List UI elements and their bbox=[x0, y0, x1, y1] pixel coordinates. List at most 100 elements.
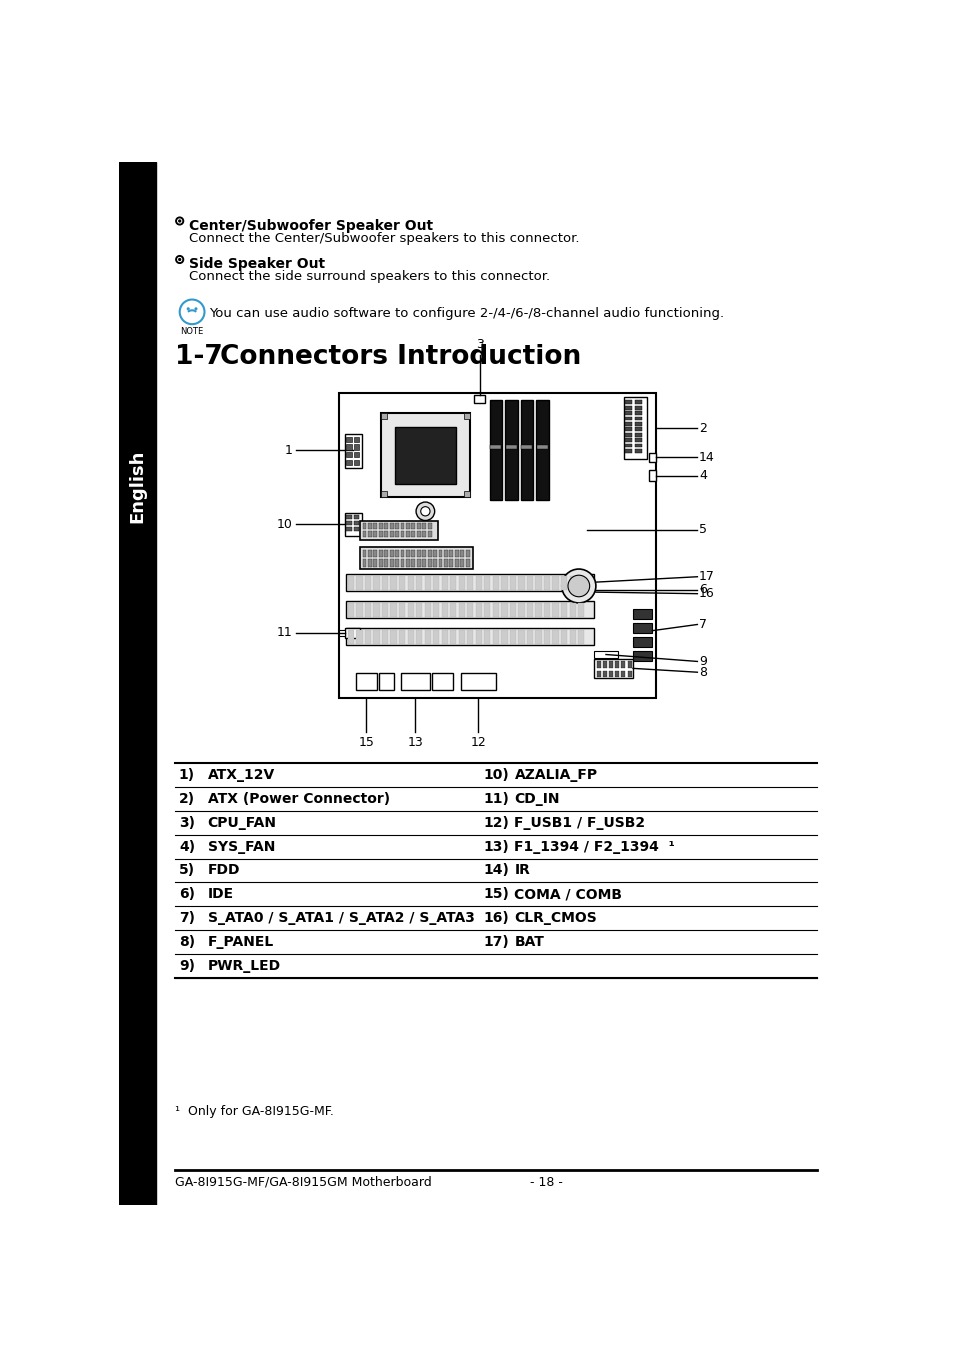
Bar bbox=[433, 630, 439, 643]
Bar bbox=[354, 436, 359, 441]
Text: Connect the Center/Subwoofer speakers to this connector.: Connect the Center/Subwoofer speakers to… bbox=[189, 232, 578, 245]
Bar bbox=[493, 603, 498, 617]
Bar bbox=[543, 575, 550, 590]
Bar bbox=[505, 444, 517, 450]
Text: ATX (Power Connector): ATX (Power Connector) bbox=[208, 792, 390, 806]
Bar bbox=[373, 559, 377, 567]
Text: 4: 4 bbox=[699, 470, 706, 482]
Bar bbox=[596, 670, 599, 677]
Text: 5: 5 bbox=[699, 523, 706, 536]
Bar bbox=[346, 601, 594, 619]
Text: 13: 13 bbox=[407, 737, 423, 749]
Bar bbox=[362, 523, 366, 529]
Bar bbox=[346, 452, 352, 458]
Text: 12: 12 bbox=[470, 737, 485, 749]
Bar bbox=[624, 433, 632, 436]
Bar bbox=[627, 662, 631, 668]
Bar bbox=[354, 515, 359, 519]
Text: 6: 6 bbox=[699, 584, 706, 596]
Text: ¹  Only for GA-8I915G-MF.: ¹ Only for GA-8I915G-MF. bbox=[174, 1105, 334, 1118]
Bar bbox=[624, 401, 632, 405]
Text: 6): 6) bbox=[179, 887, 194, 902]
Bar bbox=[521, 444, 532, 450]
Text: 9): 9) bbox=[179, 959, 194, 974]
Bar bbox=[378, 523, 382, 529]
Text: 12): 12) bbox=[483, 815, 509, 830]
Text: 13): 13) bbox=[483, 839, 509, 853]
Bar bbox=[460, 673, 496, 691]
Bar bbox=[635, 439, 641, 441]
Circle shape bbox=[187, 307, 190, 310]
Bar bbox=[346, 515, 352, 519]
Bar bbox=[493, 575, 498, 590]
Bar bbox=[620, 670, 624, 677]
Circle shape bbox=[194, 307, 197, 310]
Bar bbox=[381, 413, 387, 418]
Bar bbox=[344, 433, 361, 468]
Bar bbox=[395, 550, 398, 558]
Bar bbox=[378, 550, 382, 558]
Bar bbox=[368, 531, 372, 536]
Bar bbox=[416, 523, 420, 529]
Bar bbox=[543, 603, 550, 617]
Text: 11: 11 bbox=[276, 627, 292, 639]
Text: Side Speaker Out: Side Speaker Out bbox=[189, 257, 325, 271]
Text: 7: 7 bbox=[699, 617, 706, 631]
Text: 14): 14) bbox=[483, 864, 509, 877]
Bar bbox=[400, 550, 404, 558]
Bar bbox=[624, 412, 632, 416]
Circle shape bbox=[420, 506, 430, 516]
Bar bbox=[474, 395, 484, 402]
Text: 10): 10) bbox=[483, 768, 509, 783]
Bar bbox=[390, 523, 394, 529]
Text: 8): 8) bbox=[179, 936, 194, 949]
Bar bbox=[407, 575, 414, 590]
Bar bbox=[416, 603, 422, 617]
Bar bbox=[360, 520, 437, 540]
Text: IR: IR bbox=[514, 864, 530, 877]
Text: CD_IN: CD_IN bbox=[514, 792, 559, 806]
Bar bbox=[520, 399, 533, 500]
Bar bbox=[378, 559, 382, 567]
Bar bbox=[476, 603, 481, 617]
Bar bbox=[615, 670, 618, 677]
Bar bbox=[449, 550, 453, 558]
Bar bbox=[535, 575, 541, 590]
Text: 3): 3) bbox=[179, 815, 194, 830]
Bar bbox=[346, 521, 352, 525]
Bar bbox=[459, 559, 464, 567]
Text: FDD: FDD bbox=[208, 864, 240, 877]
Bar bbox=[526, 603, 533, 617]
Bar bbox=[624, 422, 632, 425]
Bar bbox=[484, 630, 490, 643]
Text: BAT: BAT bbox=[514, 936, 544, 949]
Bar bbox=[490, 444, 500, 450]
Text: Center/Subwoofer Speaker Out: Center/Subwoofer Speaker Out bbox=[189, 219, 433, 233]
Bar bbox=[416, 575, 422, 590]
Bar bbox=[615, 662, 618, 668]
Bar bbox=[578, 575, 583, 590]
Bar bbox=[526, 630, 533, 643]
Bar bbox=[378, 673, 394, 691]
Bar bbox=[594, 659, 633, 678]
Bar bbox=[416, 630, 422, 643]
Bar bbox=[365, 630, 371, 643]
Bar bbox=[552, 603, 558, 617]
Bar bbox=[467, 603, 473, 617]
Circle shape bbox=[561, 569, 596, 603]
Bar bbox=[354, 460, 359, 464]
Text: CPU_FAN: CPU_FAN bbox=[208, 815, 276, 830]
Bar bbox=[368, 550, 372, 558]
Bar bbox=[484, 575, 490, 590]
Bar bbox=[427, 531, 431, 536]
Text: AZALIA_FP: AZALIA_FP bbox=[514, 768, 597, 783]
Bar bbox=[476, 630, 481, 643]
Bar bbox=[422, 523, 426, 529]
Text: 15: 15 bbox=[358, 737, 374, 749]
Bar bbox=[348, 575, 354, 590]
Bar bbox=[624, 406, 632, 410]
Bar bbox=[406, 531, 410, 536]
Bar bbox=[633, 623, 652, 632]
Text: GA-8I915G-MF/GA-8I915GM Motherboard: GA-8I915G-MF/GA-8I915GM Motherboard bbox=[174, 1175, 432, 1189]
Bar bbox=[433, 603, 439, 617]
